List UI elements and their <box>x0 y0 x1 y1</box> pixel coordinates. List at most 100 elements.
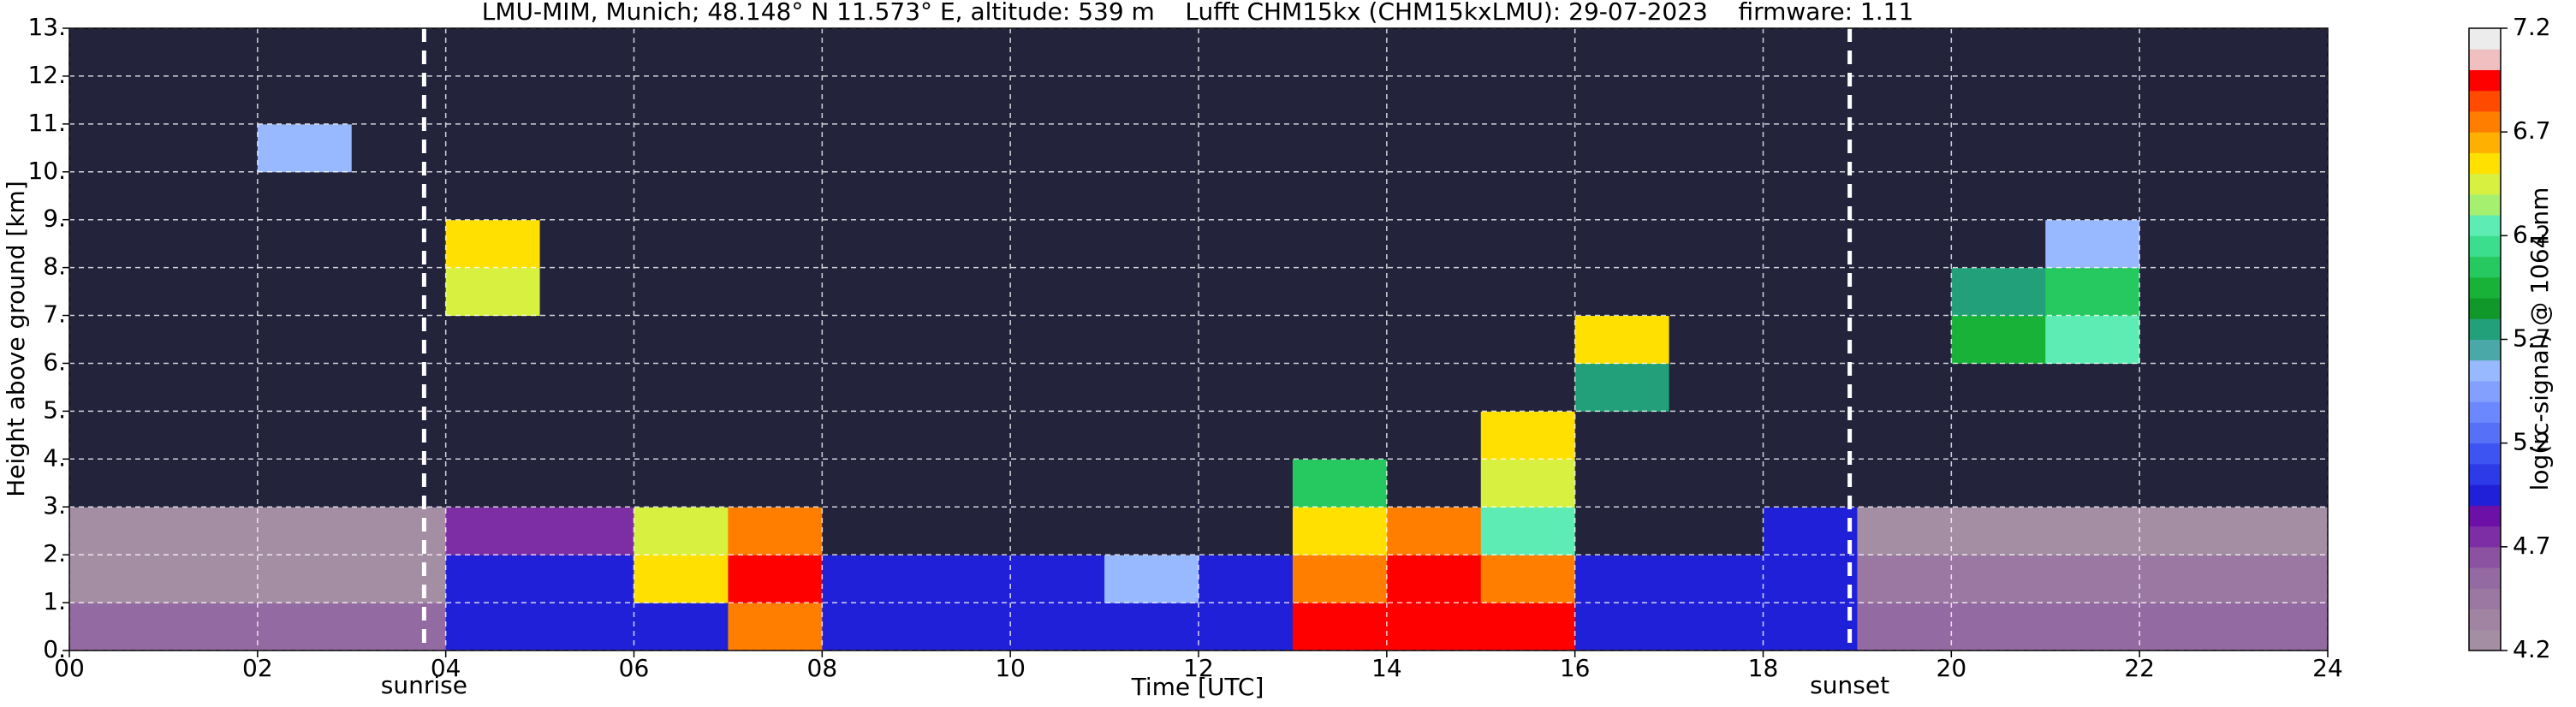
colorbar-segment <box>2469 256 2501 278</box>
heatmap-cell <box>1574 267 1670 317</box>
heatmap-cell <box>257 507 353 556</box>
heatmap-cell <box>2045 603 2140 651</box>
heatmap-cell <box>634 219 729 269</box>
y-tick-label: 5. <box>43 395 66 424</box>
heatmap-cell <box>1763 315 1858 364</box>
heatmap-cell <box>916 123 1011 173</box>
heatmap-cell <box>445 459 541 508</box>
colorbar-segment <box>2469 567 2501 589</box>
heatmap-cell <box>2139 411 2234 460</box>
heatmap-cell <box>539 507 634 556</box>
heatmap-cell <box>1857 603 1952 651</box>
heatmap-cell <box>539 555 634 603</box>
heatmap-cell <box>163 459 259 508</box>
heatmap-cell <box>351 507 447 556</box>
colorbar-segment <box>2469 609 2501 631</box>
heatmap-cell <box>1010 411 1105 460</box>
heatmap-cell <box>1669 459 1764 508</box>
heatmap-cell <box>1480 171 1576 221</box>
heatmap-cell <box>916 507 1011 556</box>
heatmap-cell <box>2139 603 2234 651</box>
heatmap-cell <box>1951 507 2046 556</box>
heatmap-cell <box>445 363 541 412</box>
heatmap-cell <box>822 603 917 651</box>
heatmap-cell <box>1386 315 1482 364</box>
heatmap-cell <box>1857 28 1952 77</box>
colorbar-segment <box>2469 132 2501 153</box>
heatmap-cell <box>1763 171 1858 221</box>
heatmap-cell <box>822 459 917 508</box>
heatmap-cell <box>1199 267 1294 317</box>
heatmap-cell <box>1763 267 1858 317</box>
heatmap-cell <box>351 555 447 603</box>
heatmap-cell <box>1104 28 1199 77</box>
heatmap-cell <box>1010 363 1105 412</box>
heatmap-cell <box>1951 219 2046 269</box>
heatmap-cell <box>1386 219 1482 269</box>
heatmap-cell <box>163 507 259 556</box>
heatmap-cell <box>1480 123 1576 173</box>
heatmap-cell <box>1857 315 1952 364</box>
heatmap-cell <box>916 315 1011 364</box>
heatmap-cell <box>1763 459 1858 508</box>
heatmap-cell <box>1292 507 1388 556</box>
heatmap-cell <box>2045 219 2140 269</box>
heatmap-cell <box>539 75 634 125</box>
heatmap-cell <box>539 28 634 77</box>
heatmap-cell <box>2045 267 2140 317</box>
heatmap-cell <box>1199 75 1294 125</box>
heatmap-cell <box>163 171 259 221</box>
colorbar-segment <box>2469 318 2501 340</box>
heatmap-cell <box>2234 75 2329 125</box>
annotation-label: sunset <box>1810 671 1889 699</box>
heatmap-cell <box>1292 555 1388 603</box>
heatmap-cell <box>445 75 541 125</box>
heatmap-cell <box>1857 411 1952 460</box>
heatmap-cell <box>2139 459 2234 508</box>
heatmap-cell <box>1386 411 1482 460</box>
heatmap-cell <box>728 123 823 173</box>
heatmap-cell <box>1574 28 1670 77</box>
heatmap-cell <box>69 603 164 651</box>
y-tick-label: 1. <box>43 587 66 615</box>
heatmap-cell <box>1010 603 1105 651</box>
x-tick-label: 20 <box>1936 654 1967 682</box>
heatmap-cell <box>1669 555 1764 603</box>
heatmap-cell <box>1669 75 1764 125</box>
heatmap-cell <box>351 219 447 269</box>
colorbar-label: log(rc-signal) @ 1064 nm <box>2525 187 2554 491</box>
heatmap-cell <box>257 363 353 412</box>
colorbar-segment <box>2469 505 2501 527</box>
heatmap-cell <box>1292 315 1388 364</box>
heatmap-cell <box>2045 555 2140 603</box>
heatmap-cell <box>1480 507 1576 556</box>
heatmap-cell <box>1951 75 2046 125</box>
heatmap-cell <box>2234 315 2329 364</box>
heatmap-cell <box>2234 507 2329 556</box>
heatmap-cell <box>1292 459 1388 508</box>
x-tick-label: 08 <box>807 654 838 682</box>
heatmap-cell <box>1292 75 1388 125</box>
heatmap-cell <box>1669 315 1764 364</box>
heatmap-cell <box>1199 171 1294 221</box>
heatmap-cell <box>351 75 447 125</box>
heatmap-cell <box>257 75 353 125</box>
heatmap-cell <box>69 507 164 556</box>
heatmap-cell <box>728 459 823 508</box>
heatmap-cell <box>1480 315 1576 364</box>
heatmap-cell <box>1857 459 1952 508</box>
colorbar-segment <box>2469 90 2501 112</box>
heatmap-cell <box>2139 555 2234 603</box>
y-tick-label: 7. <box>43 300 66 329</box>
heatmap-cell <box>539 459 634 508</box>
heatmap-cell <box>1951 459 2046 508</box>
heatmap-cell <box>1951 28 2046 77</box>
heatmap-cell <box>916 459 1011 508</box>
x-tick-label: 00 <box>54 654 85 682</box>
heatmap-cell <box>2139 267 2234 317</box>
heatmap-cell <box>1199 507 1294 556</box>
colorbar-tick-label: 6.2 <box>2513 220 2551 248</box>
heatmap-cell <box>728 267 823 317</box>
heatmap-cell <box>1104 363 1199 412</box>
